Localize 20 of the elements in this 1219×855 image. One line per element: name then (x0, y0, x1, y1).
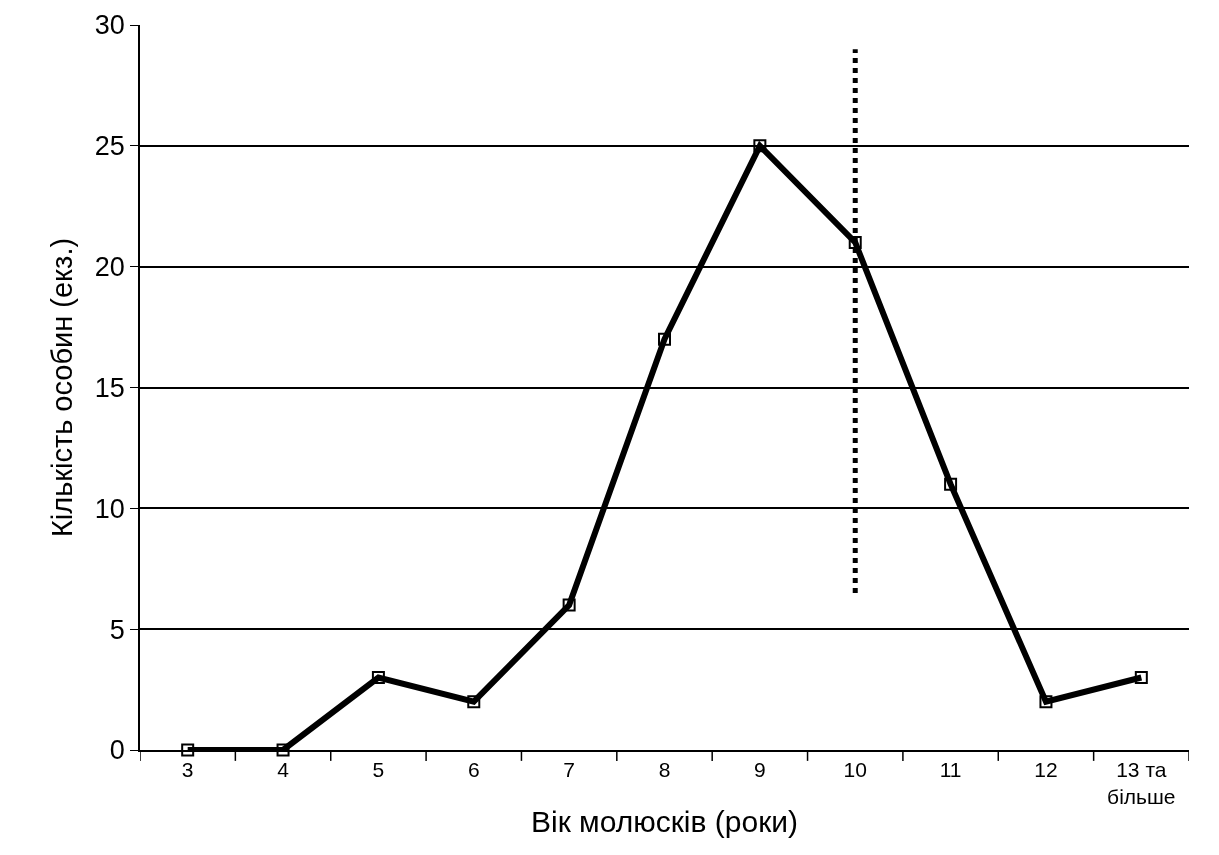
y-tick-label: 15 (94, 372, 125, 403)
y-axis-title: Кількість особин (екз.) (45, 237, 78, 538)
x-tick-label: 5 (372, 757, 385, 781)
y-tick-label: 30 (94, 10, 125, 41)
x-tick-label: 4 (277, 757, 290, 781)
x-tick-label: 11 (939, 757, 962, 781)
y-tick-label: 5 (109, 614, 125, 645)
y-tick-label: 20 (94, 252, 125, 283)
x-tick-label: 3 (181, 757, 194, 781)
x-tick-label: 7 (563, 757, 575, 781)
x-tick-label: 9 (754, 757, 766, 781)
y-tick-label: 0 (109, 735, 125, 766)
y-tick-label: 10 (94, 493, 125, 524)
x-tick-label: 10 (843, 757, 867, 781)
x-tick-label: 12 (1034, 757, 1058, 781)
x-axis-title: Вік молюсків (роки) (530, 805, 799, 839)
y-tick-label: 25 (94, 131, 125, 162)
x-tick-label: 6 (467, 757, 480, 781)
x-tick-label: 13 та більше (1107, 757, 1176, 809)
x-tick-label: 8 (658, 757, 671, 781)
